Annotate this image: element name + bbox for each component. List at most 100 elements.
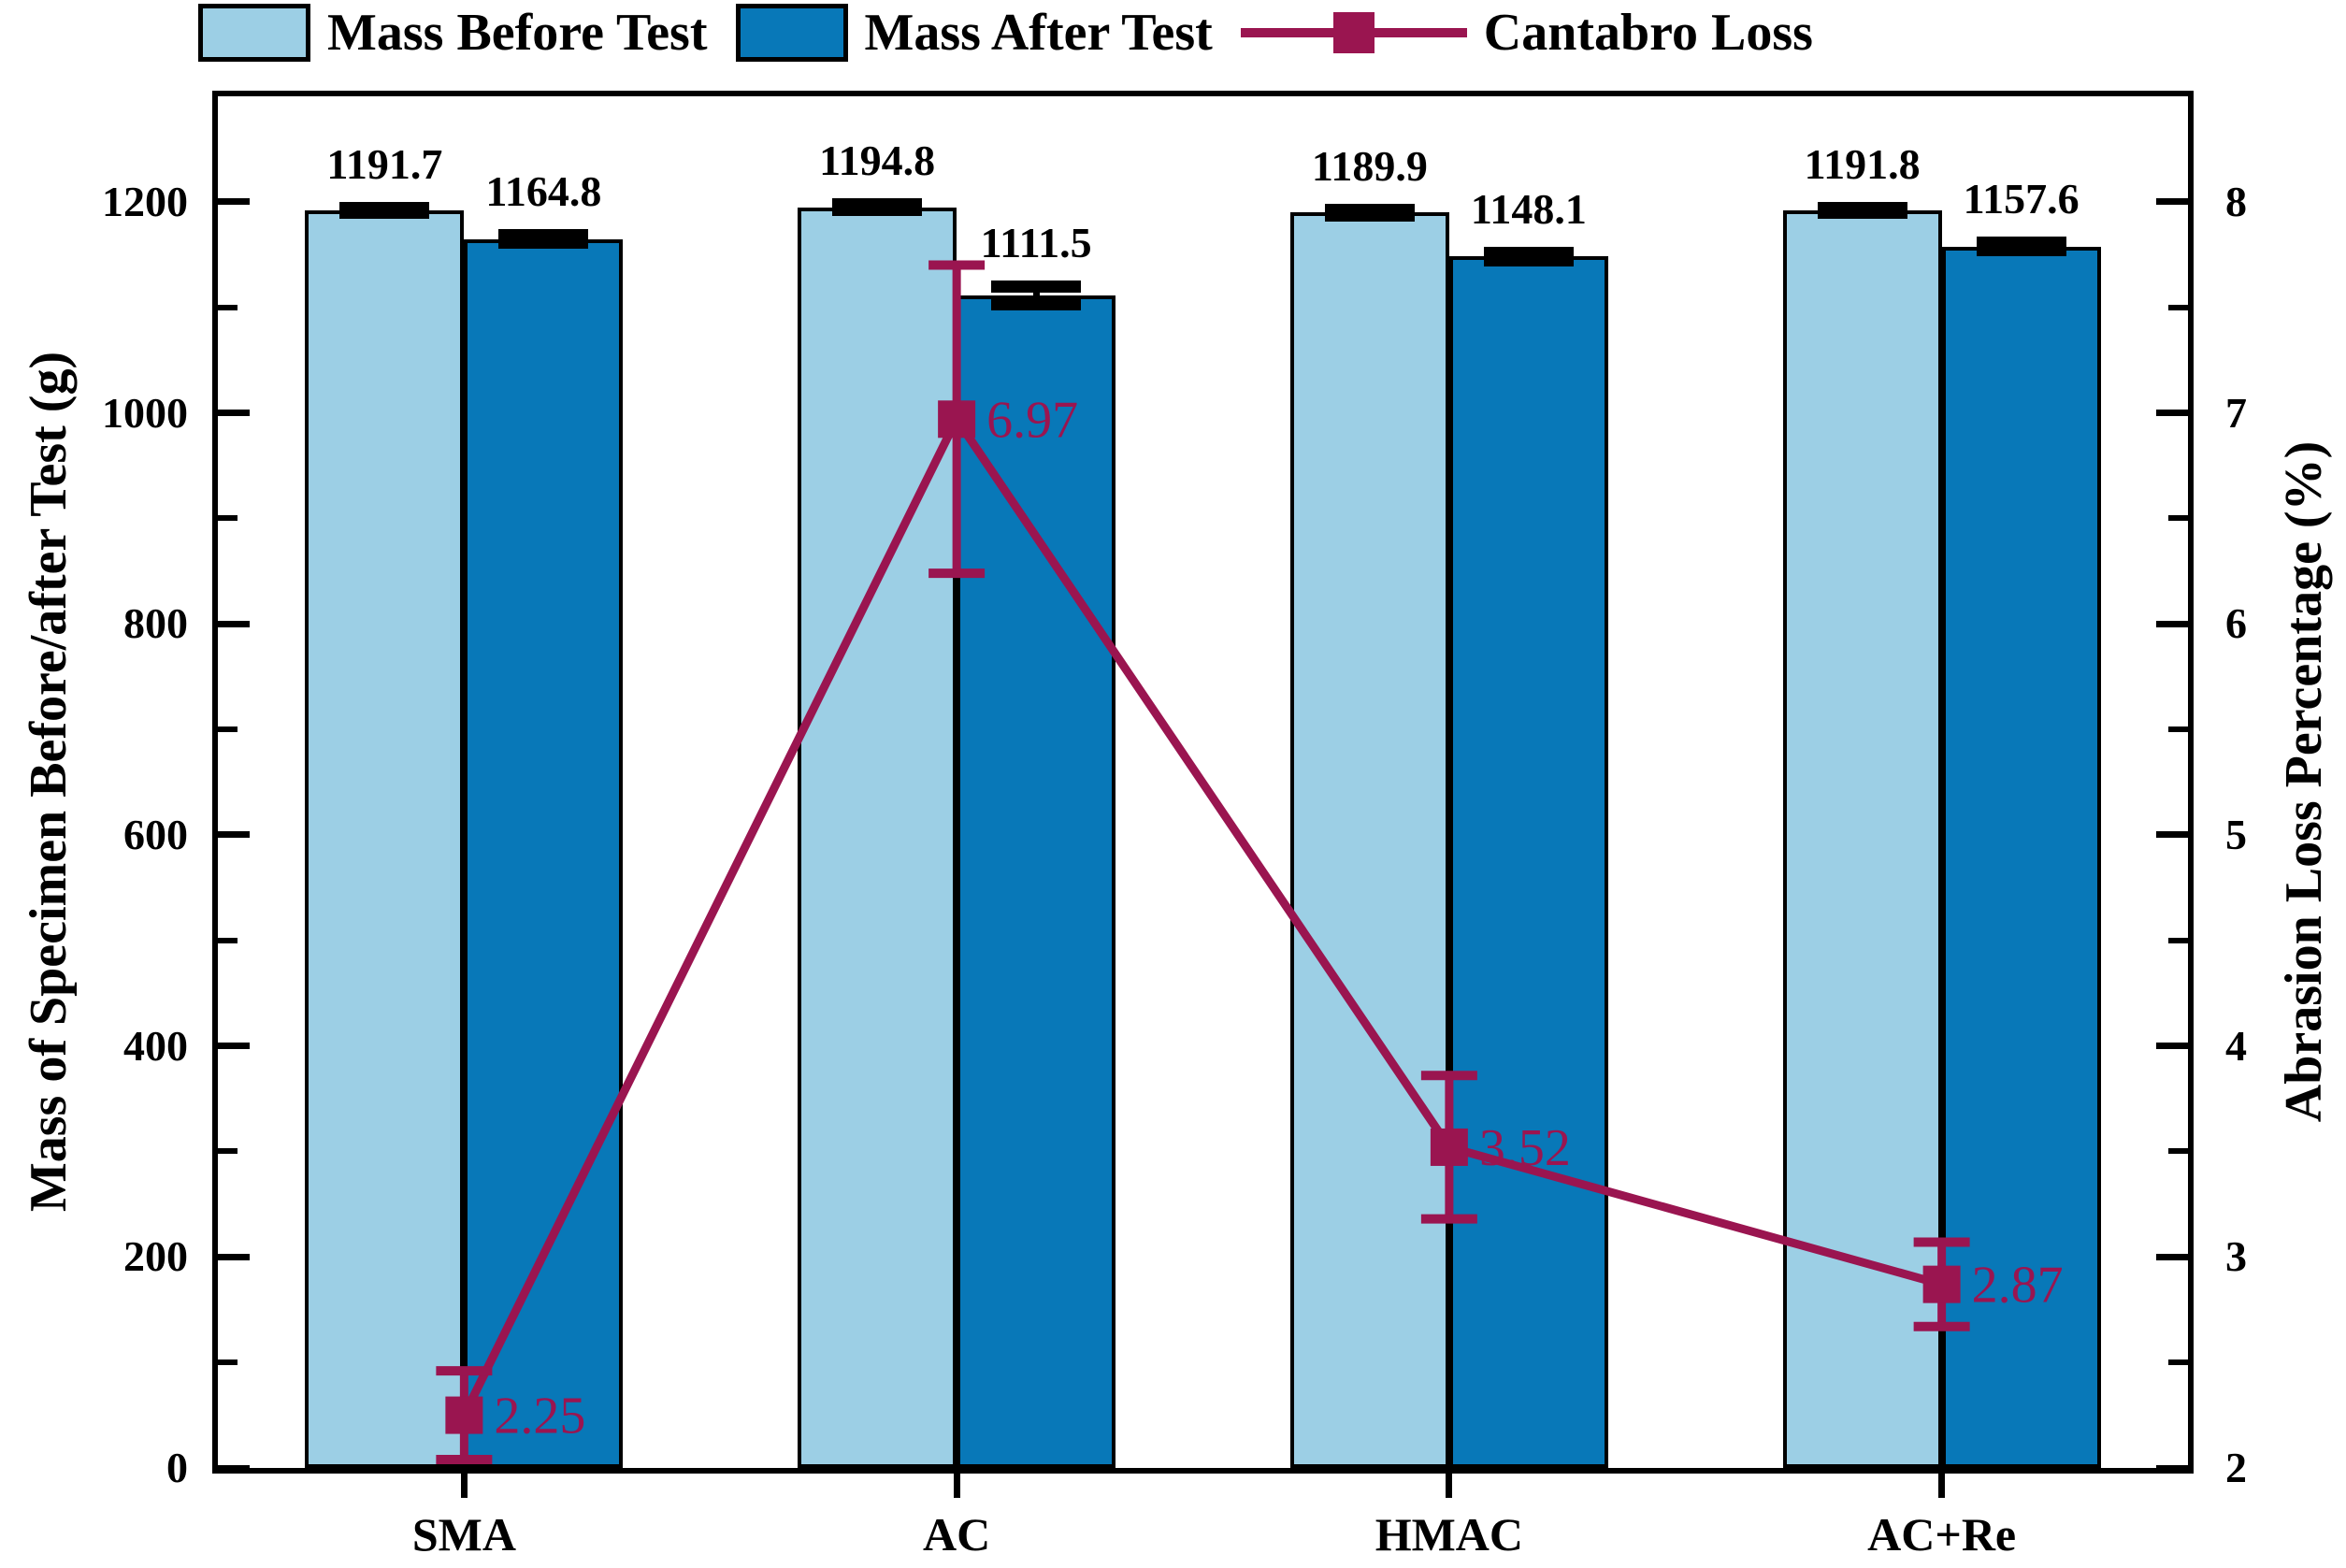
legend: Mass Before Test Mass After Test Cantabr… xyxy=(198,4,1813,62)
cantabro-point-label: 2.25 xyxy=(494,1388,585,1446)
y-left-tick-label: 400 xyxy=(123,1021,188,1070)
bar-value-label: 1148.1 xyxy=(1470,185,1587,234)
y-left-major-tick xyxy=(218,198,250,206)
bar-error-line xyxy=(540,236,547,242)
y-right-tick-label: 3 xyxy=(2225,1232,2247,1281)
bar-error-cap-bottom xyxy=(498,236,589,249)
bar-error-line xyxy=(1366,209,1374,215)
y-left-tick-label: 600 xyxy=(123,810,188,858)
y-left-tick-label: 800 xyxy=(123,599,188,648)
bar-error-cap-bottom xyxy=(1817,207,1907,220)
cantabro-point-label: 3.52 xyxy=(1479,1119,1571,1177)
legend-square-marker xyxy=(1332,12,1374,53)
bar-mass-after xyxy=(1448,256,1608,1468)
bar-error-line xyxy=(873,205,881,209)
y-left-minor-tick xyxy=(218,304,237,310)
x-tick xyxy=(1938,1468,1946,1498)
bar-error-line xyxy=(1859,208,1866,213)
x-tick-label: AC xyxy=(923,1508,991,1561)
bar-mass-after xyxy=(957,295,1116,1468)
y-left-tick-label: 1000 xyxy=(102,388,188,437)
y-left-major-tick xyxy=(218,1464,250,1472)
y-left-minor-tick xyxy=(218,1148,237,1155)
y-right-minor-tick xyxy=(2168,1359,2188,1366)
bar-value-label: 1157.6 xyxy=(1963,175,2080,223)
y-right-major-tick xyxy=(2156,198,2188,206)
x-tick-label: HMAC xyxy=(1374,1508,1524,1561)
x-tick xyxy=(1446,1468,1453,1498)
x-tick xyxy=(460,1468,468,1498)
bar-error-line xyxy=(381,208,388,213)
y-left-major-tick xyxy=(218,1043,250,1050)
bar-value-label: 1164.8 xyxy=(485,167,602,216)
y-right-tick-label: 7 xyxy=(2225,388,2247,437)
bar-error-cap-bottom xyxy=(1976,244,2066,257)
y-right-minor-tick xyxy=(2168,515,2188,522)
bar-error-cap-bottom xyxy=(832,203,923,216)
bar-error-line xyxy=(1032,286,1040,304)
cantabro-loss-layer: 2.25 6.97 3.52 2.87 xyxy=(436,260,2064,1464)
y-right-minor-tick xyxy=(2168,304,2188,310)
plot-frame xyxy=(212,91,2194,1474)
cantabro-marker xyxy=(1430,1128,1468,1166)
y-right-major-tick xyxy=(2156,620,2188,627)
bar-value-label: 1194.8 xyxy=(819,137,936,185)
right-axis-title: Abrasion Loss Percentage (%) xyxy=(2275,440,2333,1123)
cantabro-marker xyxy=(1922,1265,1961,1303)
x-tick-label: SMA xyxy=(411,1508,516,1561)
y-left-major-tick xyxy=(218,620,250,627)
bar-error-cap-bottom xyxy=(1324,209,1415,222)
legend-item-cantabro: Cantabro Loss xyxy=(1240,4,1813,62)
y-left-minor-tick xyxy=(218,937,237,943)
bar-value-label: 1111.5 xyxy=(980,218,1092,266)
y-right-tick-label: 4 xyxy=(2225,1021,2247,1070)
y-right-tick-label: 8 xyxy=(2225,177,2247,225)
bar-error-cap-bottom xyxy=(1483,253,1574,266)
y-left-minor-tick xyxy=(218,515,237,522)
bar-error-cap-bottom xyxy=(339,207,430,220)
y-right-major-tick xyxy=(2156,1253,2188,1260)
y-right-minor-tick xyxy=(2168,937,2188,943)
y-right-major-tick xyxy=(2156,1043,2188,1050)
y-left-tick-label: 1200 xyxy=(102,177,188,225)
cantabro-point-label: 6.97 xyxy=(986,391,1078,449)
legend-swatch-after xyxy=(735,4,848,62)
cantabro-marker xyxy=(445,1396,483,1434)
x-tick-label: AC+Re xyxy=(1867,1508,2017,1561)
cantabro-point-label: 2.87 xyxy=(1972,1257,2064,1315)
y-left-tick-label: 200 xyxy=(123,1232,188,1281)
bar-mass-after xyxy=(1941,246,2101,1468)
bar-error-cap-top xyxy=(991,280,1082,293)
y-left-major-tick xyxy=(218,831,250,839)
legend-label-mass-before: Mass Before Test xyxy=(327,4,708,62)
y-left-minor-tick xyxy=(218,726,237,733)
legend-label-mass-after: Mass After Test xyxy=(864,4,1213,62)
bar-error-line xyxy=(2018,243,2025,251)
bar-value-label: 1191.8 xyxy=(1804,139,1921,188)
bar-mass-before xyxy=(1289,212,1449,1468)
bar-error-line xyxy=(1525,253,1533,260)
legend-swatch-before xyxy=(198,4,310,62)
legend-label-cantabro: Cantabro Loss xyxy=(1483,4,1813,62)
y-right-tick-label: 6 xyxy=(2225,599,2247,648)
cantabro-marker xyxy=(938,400,976,439)
y-right-major-tick xyxy=(2156,831,2188,839)
y-left-major-tick xyxy=(218,1253,250,1260)
y-right-minor-tick xyxy=(2168,1148,2188,1155)
y-left-minor-tick xyxy=(218,1359,237,1366)
y-left-tick-label: 0 xyxy=(166,1444,188,1491)
legend-item-mass-after: Mass After Test xyxy=(735,4,1213,62)
left-axis-title: Mass of Specimen Before/after Test (g) xyxy=(20,351,78,1213)
y-right-tick-label: 2 xyxy=(2225,1444,2247,1491)
legend-item-mass-before: Mass Before Test xyxy=(198,4,708,62)
y-right-major-tick xyxy=(2156,410,2188,417)
cantabro-line xyxy=(460,410,1943,1417)
legend-line-marker-icon xyxy=(1240,4,1467,62)
x-tick xyxy=(953,1468,960,1498)
bar-value-label: 1189.9 xyxy=(1311,141,1428,190)
y-right-tick-label: 5 xyxy=(2225,810,2247,858)
bar-value-label: 1191.7 xyxy=(326,139,443,188)
bar-mass-before xyxy=(305,210,465,1468)
y-right-minor-tick xyxy=(2168,726,2188,733)
